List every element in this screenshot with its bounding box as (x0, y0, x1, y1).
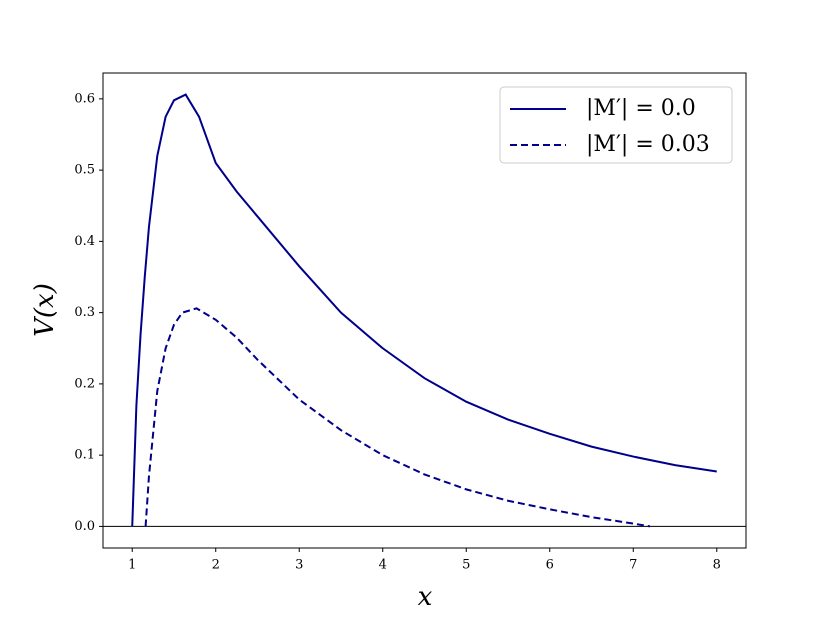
legend: |M′| = 0.0 |M′| = 0.03 (499, 86, 733, 164)
y-tick-label: 0.1 (74, 448, 95, 463)
x-tick-label: 4 (379, 558, 387, 573)
y-axis-label: V(x) (30, 283, 60, 337)
x-tick-label: 2 (212, 558, 220, 573)
x-tick-label: 5 (462, 558, 470, 573)
x-tick-label: 7 (629, 558, 637, 573)
y-tick-label: 0.3 (74, 305, 95, 320)
x-tick-label: 1 (128, 558, 136, 573)
x-tick-label: 8 (713, 558, 721, 573)
y-tick-label: 0.4 (74, 234, 95, 249)
x-tick-label: 3 (295, 558, 303, 573)
x-axis-label: x (418, 582, 433, 612)
data-line (144, 307, 651, 528)
plot-frame (102, 72, 747, 549)
y-tick-label: 0.2 (74, 376, 95, 391)
data-line (131, 93, 717, 527)
legend-label: |M′| = 0.03 (586, 132, 710, 157)
y-tick-label: 0.5 (74, 163, 95, 178)
legend-label: |M′| = 0.0 (586, 96, 696, 121)
y-tick-label: 0.0 (74, 519, 95, 534)
y-tick-label: 0.6 (74, 91, 95, 106)
x-tick-label: 6 (546, 558, 554, 573)
